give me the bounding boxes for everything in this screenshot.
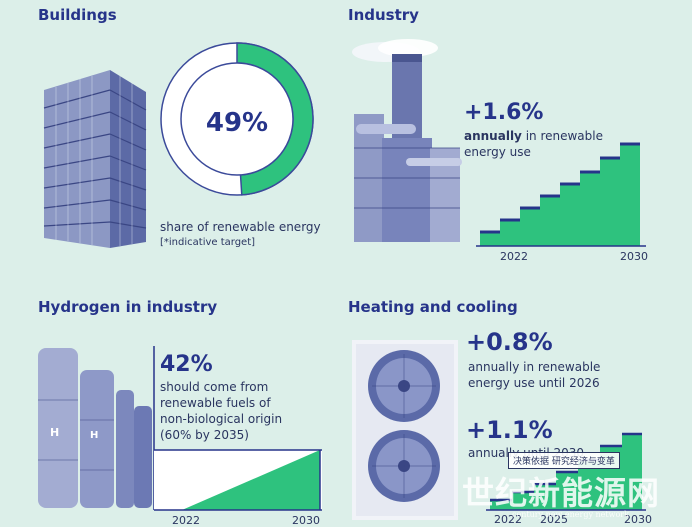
hydrogen-title: Hydrogen in industry: [38, 298, 218, 316]
staircase-steps: [480, 142, 640, 234]
industry-tick-end: 2030: [620, 250, 648, 263]
watermark-stamp: 决策依据 研究经济与变革: [508, 452, 620, 469]
buildings-share-value: 49%: [205, 108, 269, 138]
heating-tick-2: 2025: [540, 513, 568, 526]
watermark-subtitle: century new energy network: [512, 510, 629, 519]
industry-desc-line2: energy use: [464, 145, 531, 159]
factory-illustration: [352, 39, 462, 242]
hydrogen-desc-4: (60% by 2035): [160, 428, 249, 442]
heating-tick-1: 2022: [494, 513, 522, 526]
heating-value-2: +1.1%: [466, 416, 553, 444]
hydrogen-growth-wedge: [182, 450, 320, 510]
industry-desc-bold: annually: [464, 129, 522, 143]
hydrogen-desc-1: should come from: [160, 380, 269, 394]
hydrogen-desc-2: renewable fuels of: [160, 396, 271, 410]
svg-text:H: H: [90, 430, 98, 441]
heating-desc-1a: annually in renewable: [468, 360, 601, 374]
hydrogen-growth-chart: [153, 346, 322, 511]
buildings-note: [*indicative target]: [160, 237, 256, 248]
buildings-caption: share of renewable energy: [160, 220, 321, 234]
heating-tick-3: 2030: [624, 513, 652, 526]
svg-text:H: H: [50, 426, 59, 439]
donut-inner-ring: [180, 62, 294, 176]
hydrogen-value: 42%: [160, 352, 213, 377]
hydrogen-desc-3: non-biological origin: [160, 412, 283, 426]
industry-desc-rest: in renewable: [521, 129, 603, 143]
hydrogen-tick-end: 2030: [292, 514, 320, 527]
buildings-title: Buildings: [38, 6, 117, 24]
watermark-logo: 世纪新能源网: [462, 474, 661, 512]
heating-value-1: +0.8%: [466, 328, 553, 356]
hydrogen-tanks-illustration: H H: [38, 348, 152, 508]
heating-desc-1b: energy use until 2026: [468, 376, 600, 390]
industry-tick-start: 2022: [500, 250, 528, 263]
industry-title: Industry: [348, 6, 419, 24]
hydrogen-tick-start: 2022: [172, 514, 200, 527]
industry-staircase-chart: [476, 142, 646, 247]
heating-title: Heating and cooling: [348, 298, 518, 316]
industry-desc-line1: annually in renewable: [464, 129, 603, 144]
building-illustration: [43, 70, 147, 248]
renewable-share-donut: [160, 42, 314, 196]
heat-pump-illustration: [352, 340, 458, 520]
industry-value: +1.6%: [464, 100, 544, 125]
